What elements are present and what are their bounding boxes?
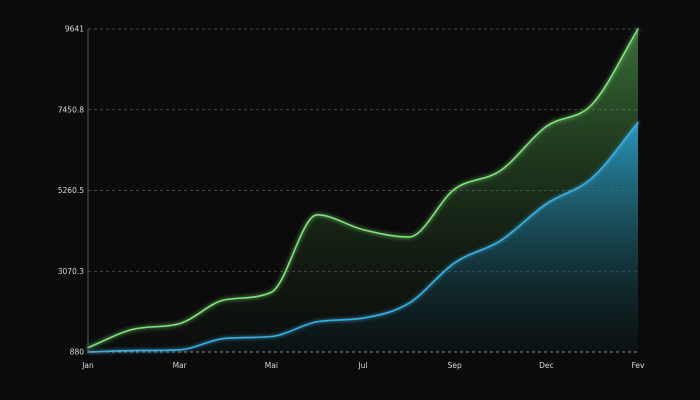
line-layer [87, 28, 639, 353]
series-line [87, 28, 639, 349]
series-line [87, 121, 639, 353]
x-tick-label: Jul [357, 361, 367, 370]
x-tick-label: Fev [632, 361, 646, 370]
y-tick-label: 880 [70, 348, 85, 357]
series-area [88, 122, 638, 352]
y-tick-label: 9641 [65, 25, 84, 34]
x-tick-label: Mai [265, 361, 278, 370]
y-tick-label: 7450.8 [58, 105, 84, 114]
axis-layer: 880 3070.3 5260.5 7450.8 9641 Jan Mar Mai Jul Sep… [58, 25, 645, 370]
y-tick-label: 3070.3 [58, 267, 84, 276]
x-tick-label: Jan [81, 361, 94, 370]
x-tick-label: Mar [173, 361, 188, 370]
area-layer [88, 29, 638, 352]
x-tick-label: Dec [539, 361, 554, 370]
y-tick-label: 5260.5 [58, 186, 84, 195]
x-tick-label: Sep [448, 361, 462, 370]
